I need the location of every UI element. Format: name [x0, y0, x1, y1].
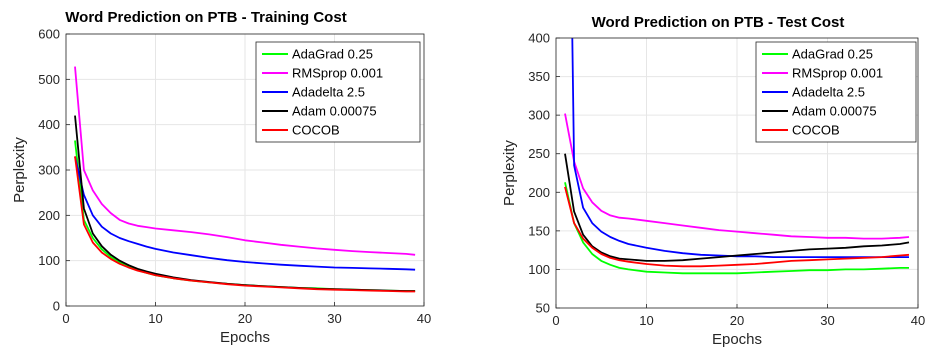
x-tick-label: 10 [148, 311, 162, 326]
legend-label-adam-0-00075: Adam 0.00075 [292, 104, 377, 119]
chart-title: Word Prediction on PTB - Training Cost [65, 9, 346, 26]
y-tick-label: 300 [38, 163, 60, 178]
y-tick-label: 400 [38, 117, 60, 132]
y-tick-label: 100 [528, 262, 550, 277]
series-line-adam-0-00075 [564, 153, 910, 262]
legend-label-cocob: COCOB [792, 123, 840, 138]
legend-label-rmsprop-0-001: RMSprop 0.001 [292, 66, 383, 81]
series-line-adadelta-2-5 [571, 38, 909, 259]
chart-title: Word Prediction on PTB - Test Cost [592, 14, 845, 31]
y-tick-label: 250 [528, 146, 550, 161]
y-tick-label: 400 [528, 31, 550, 46]
legend-label-adam-0-00075: Adam 0.00075 [792, 104, 877, 119]
series-line-cocob [564, 186, 910, 268]
x-tick-label: 20 [730, 313, 744, 328]
x-tick-label: 40 [417, 311, 431, 326]
y-tick-label: 0 [53, 299, 60, 314]
x-tick-label: 20 [238, 311, 252, 326]
y-axis-label: Perplexity [501, 140, 518, 206]
series-line-rmsprop-0-001 [564, 113, 910, 240]
x-axis-label: Epochs [220, 329, 270, 346]
y-tick-label: 200 [528, 185, 550, 200]
legend: AdaGrad 0.25 RMSprop 0.001 Adadelta 2.5 Ada… [755, 41, 917, 143]
y-tick-label: 350 [528, 69, 550, 84]
series-group [74, 66, 416, 293]
legend-label-adadelta-2-5: Adadelta 2.5 [792, 85, 865, 100]
y-tick-label: 600 [38, 27, 60, 42]
x-tick-label: 40 [911, 313, 925, 328]
legend-label-adagrad-0-25: AdaGrad 0.25 [292, 47, 373, 62]
series-line-adagrad-0-25 [564, 182, 909, 275]
x-tick-label: 0 [552, 313, 559, 328]
y-tick-label: 100 [38, 253, 60, 268]
y-tick-label: 150 [528, 223, 550, 238]
legend: AdaGrad 0.25 RMSprop 0.001 Adadelta 2.5 Ada… [255, 41, 421, 143]
legend-label-rmsprop-0-001: RMSprop 0.001 [792, 66, 883, 81]
y-tick-label: 200 [38, 208, 60, 223]
y-tick-label: 300 [528, 108, 550, 123]
legend-label-adadelta-2-5: Adadelta 2.5 [292, 85, 365, 100]
legend-label-adagrad-0-25: AdaGrad 0.25 [792, 47, 873, 62]
series-group [564, 38, 910, 275]
x-axis-label: Epochs [712, 331, 762, 348]
x-tick-label: 30 [327, 311, 341, 326]
chart-2: 0 10 20 30 40 50 100 150 200 250 300 350 400 Word Pre… [501, 14, 925, 348]
y-tick-label: 50 [536, 301, 550, 316]
x-tick-label: 0 [62, 311, 69, 326]
y-tick-label: 500 [38, 72, 60, 87]
series-line-rmsprop-0-001 [74, 66, 416, 256]
series-line-cocob [74, 156, 416, 293]
series-line-adadelta-2-5 [74, 156, 416, 271]
legend-label-cocob: COCOB [292, 123, 340, 138]
y-axis-label: Perplexity [11, 137, 28, 203]
x-tick-label: 30 [820, 313, 834, 328]
x-tick-label: 10 [639, 313, 653, 328]
